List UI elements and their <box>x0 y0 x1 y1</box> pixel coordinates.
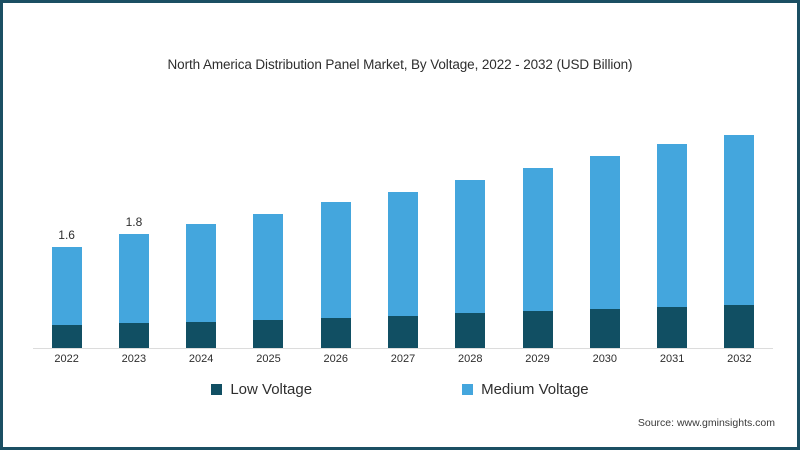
bar-group[interactable] <box>724 134 755 348</box>
x-axis-tick-labels: 2022 2023 2024 2025 2026 2027 2028 2029 2030 2031… <box>33 353 773 369</box>
bar-segment-low-voltage[interactable] <box>186 321 217 348</box>
bar-group[interactable] <box>388 192 418 348</box>
bar-group[interactable] <box>522 168 553 348</box>
bar-segment-low-voltage[interactable] <box>253 319 284 348</box>
plot-area: 1.6 1.8 <box>33 83 773 349</box>
bar-group[interactable] <box>253 213 284 348</box>
bar-segment-low-voltage[interactable] <box>589 308 620 348</box>
chart-title: North America Distribution Panel Market,… <box>167 57 633 72</box>
chart-legend: Low Voltage Medium Voltage <box>3 381 797 398</box>
bar-segment-low-voltage[interactable] <box>522 311 553 348</box>
square-swatch-icon <box>462 384 474 395</box>
bar-group[interactable]: 1.6 <box>51 228 82 348</box>
bar-segment-low-voltage[interactable] <box>51 325 82 348</box>
bar-group[interactable]: 1.8 <box>118 215 149 348</box>
bar-segment-medium-voltage[interactable] <box>589 155 620 309</box>
x-tick-2024: 2024 <box>188 353 214 365</box>
x-tick-2028: 2028 <box>458 353 483 365</box>
bar-segment-medium-voltage[interactable] <box>320 202 351 318</box>
bar-segment-medium-voltage[interactable] <box>724 134 755 306</box>
x-tick-2022: 2022 <box>54 353 79 365</box>
bar-segment-low-voltage[interactable] <box>320 317 351 348</box>
bar-segment-medium-voltage[interactable] <box>186 224 217 322</box>
legend-label: Medium Voltage <box>481 381 589 398</box>
bar-value-label: 1.6 <box>58 228 75 243</box>
bar-segment-medium-voltage[interactable] <box>522 168 553 312</box>
legend-label: Low Voltage <box>230 381 313 398</box>
bar-segment-medium-voltage[interactable] <box>118 234 149 324</box>
x-tick-2023: 2023 <box>121 353 147 365</box>
bar-segment-medium-voltage[interactable] <box>253 213 284 320</box>
x-tick-2031: 2031 <box>659 353 685 365</box>
square-swatch-icon <box>211 384 223 395</box>
bar-value-label: 1.8 <box>125 215 143 230</box>
bar-segment-low-voltage[interactable] <box>388 315 418 348</box>
bar-segment-low-voltage[interactable] <box>657 307 688 348</box>
x-tick-2029: 2029 <box>525 353 550 365</box>
legend-item-low-voltage[interactable]: Low Voltage <box>211 381 312 398</box>
bar-group[interactable] <box>657 143 688 348</box>
bar-group[interactable] <box>589 155 620 348</box>
bar-group[interactable] <box>320 202 351 348</box>
bar-segment-medium-voltage[interactable] <box>51 247 82 326</box>
x-tick-2030: 2030 <box>592 353 618 365</box>
bar-segment-low-voltage[interactable] <box>118 323 149 348</box>
bar-segment-low-voltage[interactable] <box>455 313 486 348</box>
legend-item-medium-voltage[interactable]: Medium Voltage <box>462 381 589 398</box>
x-axis-line <box>33 348 773 349</box>
x-tick-2032: 2032 <box>727 353 752 365</box>
bar-group[interactable] <box>186 224 217 348</box>
bar-segment-medium-voltage[interactable] <box>455 179 486 314</box>
bar-segment-medium-voltage[interactable] <box>388 192 418 316</box>
x-tick-2026: 2026 <box>323 353 348 365</box>
bar-group[interactable] <box>455 179 486 348</box>
x-tick-2027: 2027 <box>390 353 416 365</box>
bar-segment-medium-voltage[interactable] <box>657 143 688 307</box>
bar-segment-low-voltage[interactable] <box>724 305 755 348</box>
x-tick-2025: 2025 <box>256 353 281 365</box>
source-note: Source: www.gminsights.com <box>637 417 775 429</box>
